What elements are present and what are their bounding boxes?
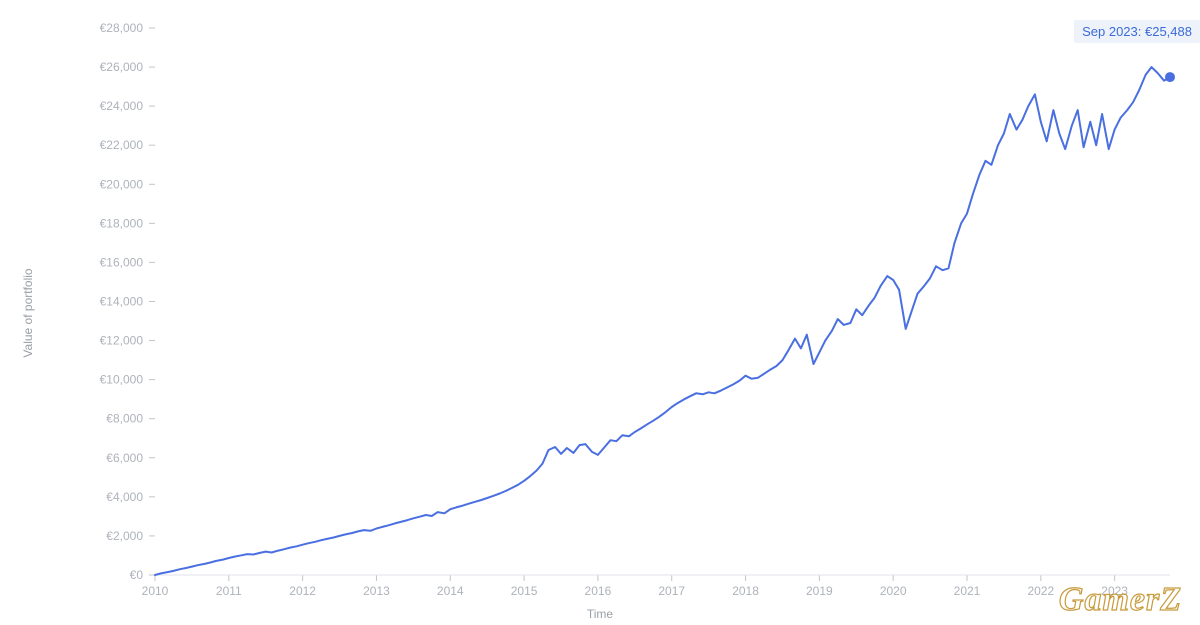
svg-text:2023: 2023	[1101, 584, 1128, 598]
svg-text:€14,000: €14,000	[100, 295, 144, 309]
svg-text:€20,000: €20,000	[100, 177, 144, 191]
svg-text:€10,000: €10,000	[100, 373, 144, 387]
svg-text:2012: 2012	[289, 584, 316, 598]
svg-text:2014: 2014	[437, 584, 464, 598]
svg-text:€4,000: €4,000	[106, 490, 143, 504]
svg-text:2018: 2018	[732, 584, 759, 598]
svg-text:2010: 2010	[142, 584, 169, 598]
svg-text:€24,000: €24,000	[100, 99, 144, 113]
svg-text:€18,000: €18,000	[100, 216, 144, 230]
svg-text:2016: 2016	[585, 584, 612, 598]
svg-text:2011: 2011	[216, 584, 242, 598]
svg-text:€0: €0	[130, 568, 144, 582]
svg-text:2013: 2013	[363, 584, 390, 598]
svg-text:2019: 2019	[806, 584, 833, 598]
svg-text:2021: 2021	[954, 584, 981, 598]
svg-text:€22,000: €22,000	[100, 138, 144, 152]
svg-text:€16,000: €16,000	[100, 255, 144, 269]
svg-text:2022: 2022	[1027, 584, 1054, 598]
chart-canvas: €0 €2,000 €4,000 €6,000 €8,000 €10,000 €12,000…	[0, 0, 1200, 625]
svg-text:€26,000: €26,000	[100, 60, 144, 74]
svg-text:€8,000: €8,000	[106, 412, 143, 426]
svg-text:2017: 2017	[658, 584, 685, 598]
x-axis-label: Time	[587, 607, 613, 621]
svg-text:€12,000: €12,000	[100, 334, 144, 348]
svg-text:€6,000: €6,000	[106, 451, 143, 465]
svg-text:€28,000: €28,000	[100, 21, 144, 35]
y-axis-label: Value of portfolio	[21, 268, 35, 357]
portfolio-chart: Sep 2023: €25,488 Value of portfolio Tim…	[0, 0, 1200, 625]
chart-tooltip: Sep 2023: €25,488	[1074, 20, 1200, 43]
svg-text:€2,000: €2,000	[106, 529, 143, 543]
svg-text:2015: 2015	[511, 584, 538, 598]
svg-text:2020: 2020	[880, 584, 907, 598]
